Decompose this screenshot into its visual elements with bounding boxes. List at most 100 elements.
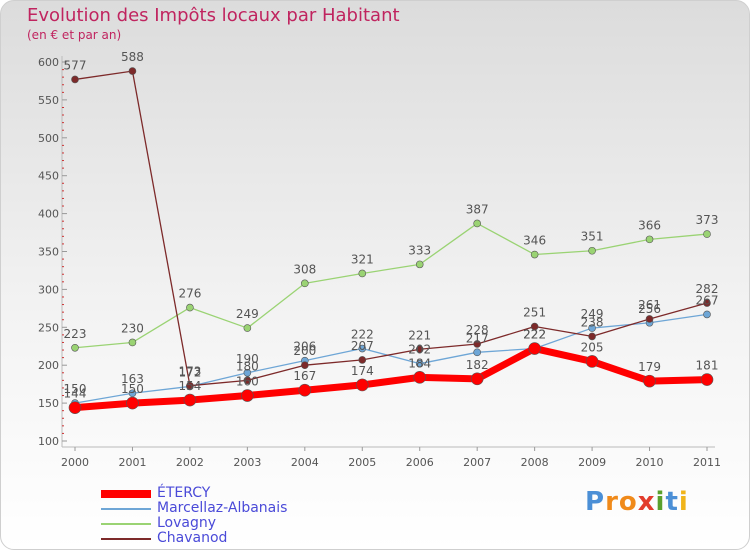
x-tick-label: 2004 <box>291 456 319 469</box>
data-label--tercy: 174 <box>351 364 374 378</box>
data-label-lovagny: 333 <box>408 243 431 257</box>
data-point-chavanod <box>473 340 481 348</box>
data-label--tercy: 179 <box>638 360 661 374</box>
x-tick-label: 2011 <box>693 456 721 469</box>
data-point-lovagny <box>243 324 252 332</box>
y-tick-label: 250 <box>38 321 59 334</box>
data-point-lovagny <box>530 250 539 259</box>
data-point-lovagny <box>186 303 194 312</box>
chart-subtitle: (en € et par an) <box>27 28 122 42</box>
data-point-lovagny <box>358 269 367 278</box>
data-point-chavanod <box>530 322 539 331</box>
logo-letter: t <box>665 487 679 517</box>
series-line-marcellaz-albanais <box>74 313 708 404</box>
x-tick-label: 2003 <box>233 456 261 469</box>
data-label-chavanod: 180 <box>236 359 259 373</box>
data-label-marcellaz-albanais: 190 <box>236 352 259 366</box>
data-label-chavanod: 207 <box>351 339 374 353</box>
data-point-chavanod <box>128 67 137 75</box>
data-label-marcellaz-albanais: 150 <box>64 382 87 396</box>
data-label-lovagny: 373 <box>696 213 719 227</box>
data-label--tercy: 184 <box>408 356 431 370</box>
data-point-marcellaz-albanais <box>415 359 424 368</box>
data-label-lovagny: 230 <box>121 321 144 335</box>
series-line-chavanod <box>74 70 708 387</box>
data-point-lovagny <box>703 230 711 238</box>
x-tick-label: 2007 <box>463 456 491 469</box>
x-tick-label: 2006 <box>406 456 434 469</box>
data-label-marcellaz-albanais: 206 <box>293 340 316 354</box>
data-point-lovagny <box>71 343 79 352</box>
legend-swatch <box>101 523 151 525</box>
logo-letter: o <box>618 487 638 517</box>
data-label-chavanod: 221 <box>408 328 431 342</box>
data-point-chavanod <box>186 381 194 390</box>
y-tick-label: 200 <box>38 359 59 372</box>
data-label-lovagny: 351 <box>581 230 604 244</box>
legend-label: Lovagny <box>157 515 217 531</box>
data-label-chavanod: 228 <box>466 323 489 337</box>
series-line--tercy <box>71 345 711 412</box>
y-tick-label: 550 <box>38 94 59 107</box>
data-point-lovagny <box>415 260 424 269</box>
data-label--tercy: 181 <box>696 359 719 373</box>
data-point-chavanod <box>415 345 424 354</box>
y-tick-label: 300 <box>38 283 59 296</box>
chart-title: Evolution des Impôts locaux par Habitant <box>27 5 400 26</box>
data-point-chavanod <box>71 75 79 84</box>
data-point-lovagny <box>128 338 137 347</box>
x-tick-label: 2001 <box>118 456 146 469</box>
data-label-marcellaz-albanais: 202 <box>408 343 431 357</box>
y-tick-label: 400 <box>38 208 59 221</box>
y-tick-label: 350 <box>38 246 59 259</box>
data-point-lovagny <box>645 235 654 244</box>
data-point-marcellaz-albanais <box>588 324 596 332</box>
legend-swatch <box>101 490 151 498</box>
data-point-lovagny <box>473 219 481 228</box>
legend-label: Marcellaz-Albanais <box>157 500 288 516</box>
data-label-marcellaz-albanais: 222 <box>351 328 374 342</box>
data-label-chavanod: 200 <box>293 344 316 358</box>
data-point-chavanod <box>645 315 654 323</box>
data-point--tercy <box>700 373 714 386</box>
data-point-marcellaz-albanais <box>358 344 367 353</box>
data-label-marcellaz-albanais: 222 <box>523 328 546 342</box>
data-label-chavanod: 577 <box>64 58 87 72</box>
data-point-lovagny <box>588 246 596 255</box>
data-point--tercy <box>470 372 484 386</box>
proxiti-logo: Proxiti <box>585 487 689 517</box>
data-point--tercy <box>528 342 541 355</box>
data-point--tercy <box>241 389 254 402</box>
data-label--tercy: 154 <box>178 379 201 393</box>
data-point--tercy <box>413 371 427 384</box>
data-label-marcellaz-albanais: 249 <box>581 307 604 321</box>
y-tick-label: 450 <box>38 170 59 183</box>
data-label-lovagny: 346 <box>523 234 546 248</box>
data-label-marcellaz-albanais: 267 <box>696 293 719 307</box>
data-point-chavanod <box>703 299 711 307</box>
data-label-lovagny: 223 <box>64 327 87 341</box>
data-label-lovagny: 249 <box>236 307 259 321</box>
data-label--tercy: 150 <box>121 382 144 396</box>
data-label--tercy: 205 <box>581 340 604 354</box>
y-tick-label: 100 <box>38 435 59 448</box>
data-point-marcellaz-albanais <box>128 389 137 398</box>
legend-label: Chavanod <box>157 530 228 546</box>
series-line-lovagny <box>74 222 708 349</box>
data-point--tercy <box>585 355 599 368</box>
legend-swatch <box>101 538 151 540</box>
data-label-marcellaz-albanais: 172 <box>178 365 201 379</box>
data-point-chavanod <box>588 332 596 341</box>
data-point--tercy <box>183 393 197 407</box>
data-point--tercy <box>355 378 369 392</box>
logo-letter: P <box>585 487 606 517</box>
data-label-lovagny: 276 <box>178 287 201 301</box>
data-point--tercy <box>298 383 312 397</box>
data-label-chavanod: 282 <box>696 282 719 296</box>
data-label-chavanod: 173 <box>178 365 201 379</box>
data-label-chavanod: 238 <box>581 315 604 329</box>
logo-letter: x <box>637 487 656 517</box>
x-tick-label: 2005 <box>348 456 376 469</box>
